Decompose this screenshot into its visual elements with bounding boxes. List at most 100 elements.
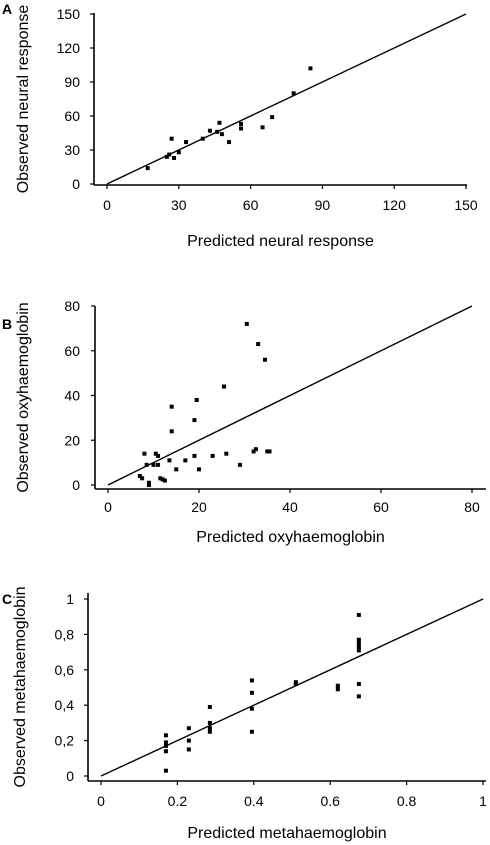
data-point [160,477,165,482]
data-point [146,480,151,485]
data-point [207,128,212,133]
data-point [335,687,340,692]
y-tick-label: 0 [72,176,80,192]
y-tick-label: 0,8 [55,626,75,642]
data-point [174,467,179,472]
data-point [270,115,275,120]
data-point [207,726,212,731]
y-tick-label: 0,6 [55,662,75,678]
identity-line [106,13,467,185]
data-point [167,152,172,157]
y-tick-label: 30 [64,142,80,158]
data-point [293,680,298,685]
x-tick-label: 0.8 [397,793,417,809]
data-point [356,612,361,617]
data-point [239,126,244,131]
data-point [183,458,188,463]
x-tick-label: 60 [373,499,389,515]
panel-label-a: A [2,1,12,17]
y-tick-label: 20 [64,432,80,448]
data-point [356,694,361,699]
data-point [183,140,188,145]
y-tick-label: 150 [57,6,81,22]
data-point [207,729,212,734]
x-axis-label: Predicted oxyhaemoglobin [196,529,385,546]
data-point [249,678,254,683]
y-tick-label: 0,4 [55,697,75,713]
data-point [262,357,267,362]
x-tick-label: 1 [479,793,487,809]
y-tick-label: 0 [66,768,74,784]
data-point [144,462,149,467]
y-tick-label: 0,2 [55,733,75,749]
x-tick-label: 0 [103,197,111,213]
data-point [145,166,150,171]
data-point [215,129,220,134]
data-point [249,690,254,695]
data-point [192,453,197,458]
data-point [153,451,158,456]
identity-line [107,305,473,486]
data-point [186,738,191,743]
data-point [176,150,181,155]
panel-a: A 0 30 60 90 120 150 0 30 60 90 120 150 Predicted neu… [2,1,478,250]
x-tick-label: 0.2 [168,793,188,809]
data-point [356,648,361,653]
data-point [172,155,177,160]
data-point [163,768,168,773]
data-point [249,729,254,734]
y-tick-label: 60 [64,343,80,359]
panel-label-b: B [2,316,12,332]
data-point [186,726,191,731]
data-point [227,140,232,145]
data-point [356,637,361,642]
data-point [291,91,296,96]
data-point [194,397,199,402]
data-point [169,429,174,434]
data-point [156,462,161,467]
y-axis-label: Observed oxyhaemoglobin [15,302,32,492]
data-point [219,132,224,137]
x-tick-label: 120 [383,197,407,213]
data-point [222,384,227,389]
data-point [210,453,215,458]
y-axis-label: Observed neural response [15,5,32,194]
x-tick-label: 60 [243,197,259,213]
data-point [335,683,340,688]
x-tick-label: 0.6 [320,793,340,809]
data-point [163,749,168,754]
y-axis-label: Observed metahaemoglobin [12,586,29,787]
x-tick-label: 30 [171,197,187,213]
data-point [267,449,272,454]
x-tick-label: 80 [464,499,480,515]
x-tick-label: 0 [97,793,105,809]
data-point [162,478,167,483]
data-point [244,321,249,326]
y-tick-label: 60 [64,108,80,124]
data-point [142,451,147,456]
data-point [169,404,174,409]
data-point [207,704,212,709]
data-point [253,447,258,452]
data-point [137,474,142,479]
panel-label-c: C [2,591,12,607]
data-point [249,706,254,711]
data-point [192,418,197,423]
data-point [224,451,229,456]
panel-c: C 0 0,2 0,4 0,6 0,8 1 0 0.2 0.4 0.6 0.8 1 Predicted m… [2,586,487,842]
data-point [156,453,161,458]
data-point [239,121,244,126]
data-point [163,743,168,748]
data-point [207,720,212,725]
data-point [151,462,156,467]
x-tick-label: 90 [315,197,331,213]
data-point [260,125,265,130]
data-point [256,342,261,347]
x-axis-label: Predicted metahaemoglobin [187,825,386,842]
y-tick-label: 0 [72,477,80,493]
y-tick-label: 90 [64,74,80,90]
data-point [140,476,145,481]
identity-line [100,598,484,777]
x-axis-label: Predicted neural response [187,233,374,250]
